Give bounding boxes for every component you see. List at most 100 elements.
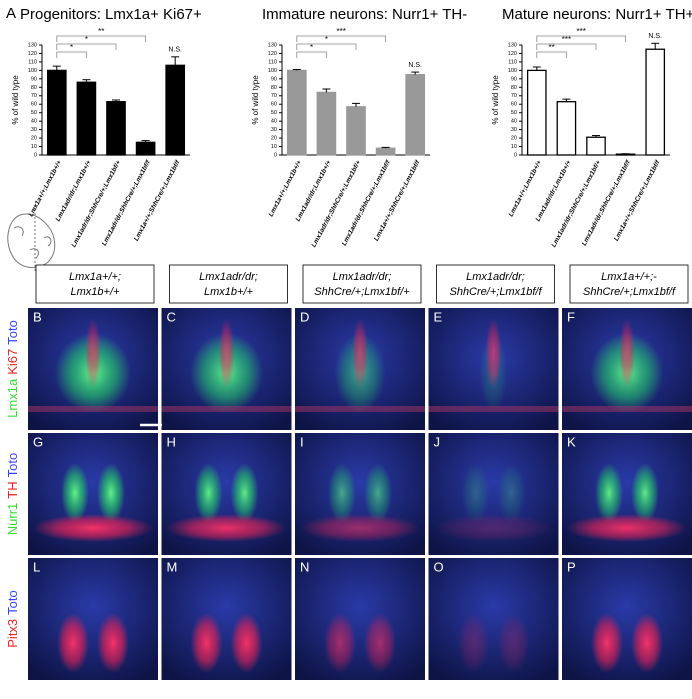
y-tick-label: 80 [31,85,37,91]
y-tick-label: 110 [28,59,37,65]
bar [375,147,396,156]
embryo-sketch [7,205,56,272]
x-tick-label: Lmx1adr/dr;ShhCre/+;Lmx1bf/+ [70,159,122,248]
y-tick-label: 130 [508,42,517,48]
significance-label: ** [548,43,554,52]
error-bar [411,71,420,75]
bar [645,48,666,156]
column-header: Lmx1adr/dr; [333,271,392,283]
chart-title: Progenitors: Lmx1a+ Ki67+ [20,6,202,23]
column-header-box [569,264,689,304]
y-tick-label: 0 [514,152,517,158]
signal-green [97,463,125,523]
column-header: ShhCre/+;Lmx1bf/f [583,286,676,298]
error-bar [651,42,660,50]
significance-bracket [536,51,567,58]
y-tick-label: 20 [31,136,37,142]
column-header-box [436,264,555,304]
stain-label: Ki67 [5,349,20,375]
x-tick-label: Lmx1adr/dr;ShhCre/+;Lmx1bf/+ [550,159,602,248]
panel-letter: J [434,434,441,449]
y-tick-label: 120 [508,51,517,57]
significance-bracket [56,51,87,58]
column-header: Lmx1adr/dr; [199,271,258,283]
error-bar [381,146,390,149]
y-tick-label: 50 [271,110,277,116]
y-tick-label: 50 [31,110,37,116]
significance-label: *** [337,27,346,36]
significance-label: * [70,43,73,52]
stain-label: Toto [5,590,20,615]
y-tick-label: 120 [28,51,37,57]
panel-letter: O [434,559,444,574]
y-tick-label: 20 [511,136,517,142]
signal-red [619,318,635,388]
y-tick-label: 70 [511,93,517,99]
y-tick-label: 0 [34,152,37,158]
y-tick-label: 40 [511,119,517,125]
y-tick-label: 40 [271,119,277,125]
y-tick-label: 130 [268,42,277,48]
signal-green [497,463,526,523]
signal-red [85,318,101,388]
bar [165,64,186,156]
panel-letter: G [33,434,43,449]
bar [526,69,547,156]
stain-label: Toto [5,320,20,345]
y-tick-label: 100 [28,68,37,74]
error-bar [592,135,600,138]
y-tick-label: 60 [31,102,37,108]
x-tick-label: Lmx1a+/+;Lmx1b+/+ [268,159,304,218]
error-bar [141,140,150,143]
bar [286,69,307,156]
bar [586,136,606,156]
y-tick-label: 70 [271,93,277,99]
y-tick-label: 10 [511,144,517,150]
significance-bracket [296,51,327,58]
chart-title: Immature neurons: Nurr1+ TH- [262,6,467,23]
panel-letter: F [567,309,575,324]
panel-letter: D [300,309,309,324]
signal-green [364,463,392,523]
y-tick-label: 110 [508,59,517,65]
column-header-box [302,264,422,304]
row-label: Lmx1a Ki67 Toto [5,320,20,418]
y-tick-label: 70 [31,93,37,99]
column-header: Lmx1a+/+;- [601,271,657,283]
y-tick-label: 110 [268,59,277,65]
error-bar [171,56,180,66]
y-tick-label: 60 [271,102,277,108]
bar [615,153,636,156]
signal-band [428,406,559,412]
signal-red [591,613,623,673]
y-tick-label: 20 [271,136,277,142]
signal-green [328,463,356,523]
panel-letter: P [567,559,576,574]
significance-bracket [56,43,117,50]
bar [76,81,97,156]
signal-green [595,463,623,523]
significance-label: * [85,35,88,44]
panel-letter: I [300,434,304,449]
panel-letter: K [567,434,576,449]
y-tick-label: 10 [31,144,37,150]
signal-red [57,613,89,673]
panel-letter: B [33,309,42,324]
y-axis-label: % of wild type [251,75,260,125]
column-header: ShhCre/+;Lmx1bf/+ [314,286,410,298]
error-bar [52,65,61,71]
y-tick-label: 90 [511,76,517,82]
y-tick-label: 30 [271,127,277,133]
column-header-box [169,264,288,304]
signal-band [562,406,692,412]
error-bar [322,88,331,93]
y-tick-label: 120 [268,51,277,57]
micrograph [562,558,692,680]
y-tick-label: 100 [508,68,517,74]
y-axis-label: % of wild type [491,75,500,125]
annotation: N.S. [168,47,182,54]
signal-red [352,318,368,388]
y-tick-label: 30 [511,127,517,133]
error-bar [352,102,360,107]
panel-letter: L [33,559,40,574]
